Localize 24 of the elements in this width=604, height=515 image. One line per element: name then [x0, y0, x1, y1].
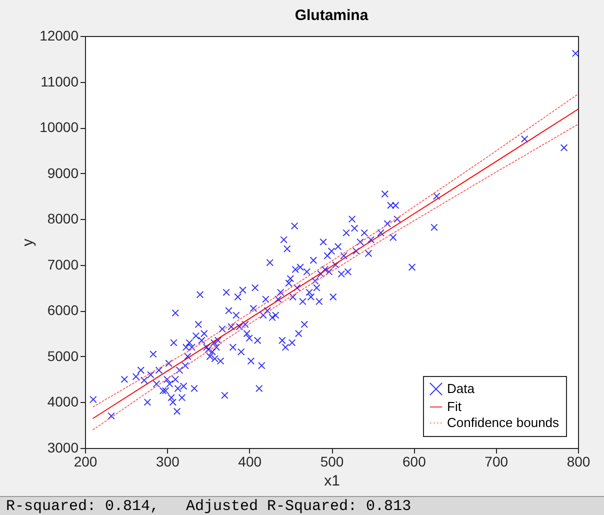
x-axis-title: x1	[324, 472, 340, 490]
y-tick-label: 6000	[47, 302, 79, 318]
x-tick-label: 700	[484, 454, 508, 470]
x-tick-label: 800	[566, 454, 590, 470]
chart-title: Glutamina	[294, 7, 369, 24]
x-tick-label: 300	[156, 454, 180, 470]
y-tick-label: 9000	[47, 164, 79, 181]
y-tick-label: 7000	[47, 256, 79, 272]
y-tick-label: 12000	[40, 28, 79, 44]
y-tick-label: 10000	[40, 119, 79, 136]
y-tick-label: 8000	[47, 210, 79, 227]
y-tick-label: 11000	[40, 73, 79, 90]
legend-label: Confidence bounds	[447, 415, 560, 430]
legend-label: Fit	[447, 399, 462, 414]
y-axis-title: y	[20, 238, 37, 246]
legend-label: Data	[447, 381, 476, 396]
y-tick-label: 3000	[47, 440, 79, 456]
y-tick-label: 4000	[47, 394, 79, 410]
x-tick-label: 200	[74, 454, 98, 470]
x-tick-label: 500	[320, 454, 344, 470]
y-tick-label: 5000	[47, 348, 79, 364]
x-tick-label: 400	[238, 454, 262, 470]
text: R-squared: 0.814, Adjusted R-Squared: 0.813	[0, 496, 604, 515]
x-tick-label: 600	[402, 454, 426, 470]
